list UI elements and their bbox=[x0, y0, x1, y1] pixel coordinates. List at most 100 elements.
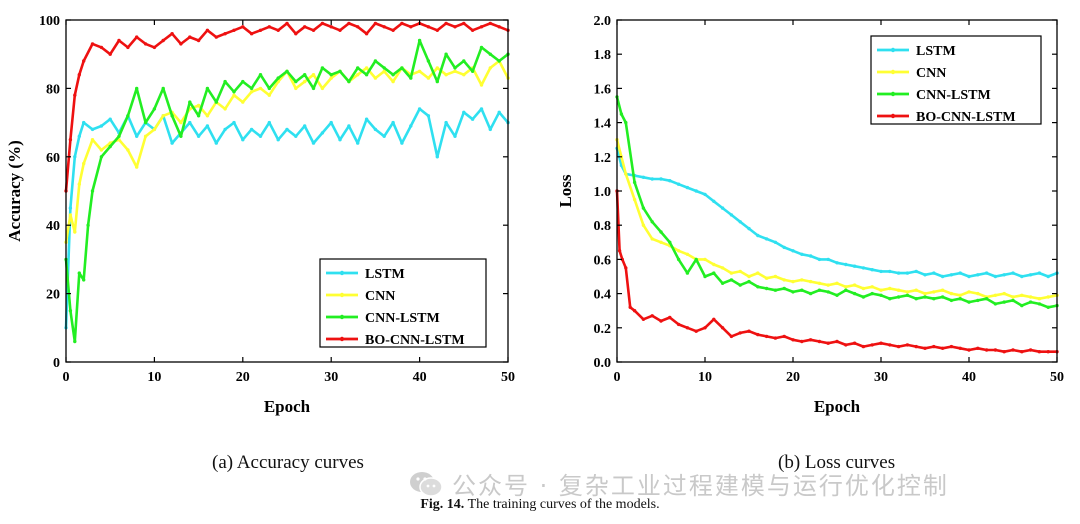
figure-caption-label: Fig. 14. bbox=[420, 497, 465, 512]
data-point bbox=[382, 66, 386, 70]
data-point bbox=[923, 295, 927, 299]
legend-label: BO-CNN-LSTM bbox=[365, 333, 465, 348]
data-point bbox=[453, 66, 457, 70]
data-point bbox=[426, 25, 431, 29]
y-tick-label: 0.2 bbox=[594, 322, 612, 337]
data-point bbox=[223, 127, 227, 132]
data-point bbox=[303, 25, 307, 29]
data-point bbox=[949, 344, 954, 349]
subcaption-b: (b) Loss curves bbox=[778, 452, 896, 473]
data-point bbox=[650, 314, 654, 318]
data-point bbox=[791, 290, 795, 294]
data-point bbox=[108, 144, 112, 149]
data-point bbox=[817, 288, 822, 292]
data-point bbox=[90, 138, 95, 142]
data-point bbox=[77, 271, 82, 275]
data-point bbox=[329, 120, 333, 125]
data-point bbox=[817, 257, 822, 262]
data-point bbox=[879, 269, 883, 274]
data-point bbox=[984, 348, 989, 352]
data-point bbox=[488, 66, 492, 70]
data-point bbox=[249, 90, 254, 94]
data-point bbox=[641, 206, 646, 210]
data-point bbox=[620, 257, 624, 262]
data-point bbox=[294, 134, 298, 138]
data-point bbox=[470, 69, 475, 74]
data-point bbox=[914, 344, 918, 349]
data-point bbox=[479, 83, 484, 87]
legend-label: CNN bbox=[365, 289, 395, 304]
data-point bbox=[764, 286, 769, 291]
data-point bbox=[470, 28, 475, 32]
data-point bbox=[364, 117, 369, 121]
data-point bbox=[764, 276, 769, 280]
data-point bbox=[135, 86, 139, 91]
data-point bbox=[435, 28, 439, 32]
series-lstm bbox=[615, 146, 1059, 279]
data-point bbox=[258, 134, 263, 138]
data-point bbox=[844, 288, 848, 292]
data-point bbox=[861, 266, 866, 270]
series-line-cnn bbox=[615, 139, 1058, 301]
data-point bbox=[976, 291, 980, 296]
data-point bbox=[949, 298, 954, 303]
data-point bbox=[68, 213, 73, 217]
data-point bbox=[756, 285, 760, 289]
data-point bbox=[720, 206, 725, 210]
x-axis-label: Epoch bbox=[264, 397, 311, 416]
data-point bbox=[497, 110, 501, 115]
data-point bbox=[993, 274, 998, 279]
data-point bbox=[1046, 274, 1050, 279]
data-point bbox=[267, 93, 271, 97]
data-point bbox=[703, 274, 707, 279]
data-point bbox=[329, 76, 333, 80]
data-point bbox=[329, 25, 333, 29]
data-point bbox=[896, 271, 901, 275]
data-point bbox=[914, 269, 918, 274]
data-point bbox=[624, 120, 628, 125]
data-point bbox=[356, 141, 360, 145]
data-point bbox=[888, 286, 892, 291]
data-point bbox=[976, 273, 980, 277]
data-point bbox=[152, 127, 157, 132]
data-point bbox=[641, 317, 646, 321]
data-point bbox=[179, 120, 183, 125]
data-point bbox=[993, 348, 998, 352]
data-point bbox=[364, 73, 369, 77]
data-point bbox=[747, 279, 751, 284]
x-tick-label: 20 bbox=[236, 370, 250, 385]
data-point bbox=[879, 341, 883, 345]
x-tick-label: 40 bbox=[962, 370, 976, 385]
data-point bbox=[835, 261, 839, 265]
loss-chart: 0 10 20 30 40 50 0.0 0.2 0.4 0.6 0.8 1.0 1.2 1.4 1.6 1.… bbox=[556, 14, 1064, 416]
data-point bbox=[844, 343, 848, 347]
data-point bbox=[294, 79, 298, 84]
data-point bbox=[329, 73, 333, 77]
data-point bbox=[90, 189, 95, 193]
data-point bbox=[764, 237, 769, 241]
watermark-text: 公众号 · 复杂工业过程建模与运行优化控制 bbox=[452, 472, 949, 500]
data-point bbox=[435, 79, 439, 84]
data-point bbox=[161, 38, 165, 43]
y-tick-label: 0 bbox=[53, 356, 60, 371]
data-point bbox=[800, 339, 804, 344]
data-point bbox=[135, 35, 139, 39]
data-point bbox=[949, 273, 954, 277]
data-point bbox=[311, 141, 316, 145]
data-point bbox=[1002, 291, 1006, 296]
data-point bbox=[417, 69, 422, 74]
data-point bbox=[126, 45, 130, 50]
data-point bbox=[453, 134, 457, 138]
data-point bbox=[479, 45, 484, 50]
data-point bbox=[241, 79, 245, 84]
data-point bbox=[738, 269, 742, 274]
data-point bbox=[632, 180, 637, 185]
data-point bbox=[791, 338, 795, 342]
data-point bbox=[905, 293, 910, 297]
data-point bbox=[205, 28, 210, 32]
data-point bbox=[888, 343, 892, 347]
data-point bbox=[99, 45, 104, 50]
legend-label: CNN bbox=[916, 66, 946, 81]
data-point bbox=[659, 240, 663, 244]
